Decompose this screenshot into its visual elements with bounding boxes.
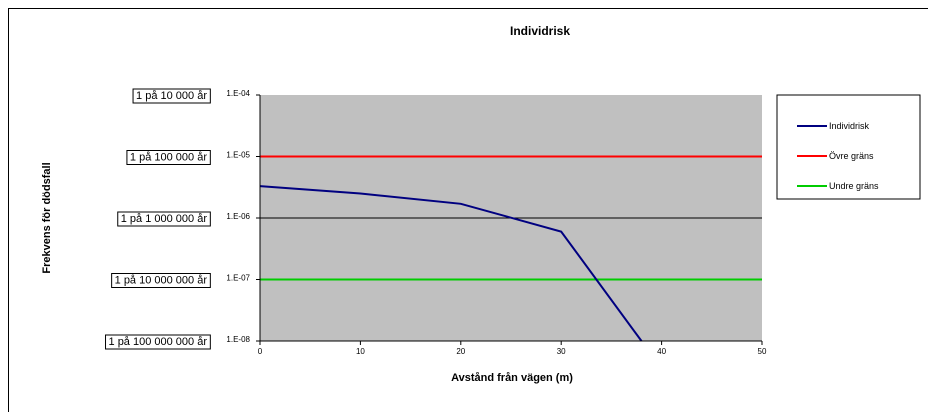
- legend-box: [776, 94, 921, 200]
- y-tick-label: 1.E-05: [226, 151, 250, 160]
- frequency-label-box: [132, 88, 211, 104]
- x-tick-label: 30: [557, 347, 566, 356]
- x-tick-label: 50: [758, 347, 767, 356]
- legend: Individrisk Övre gräns Undre gräns: [776, 94, 921, 200]
- y-tick-label: 1.E-08: [226, 335, 250, 344]
- y-tick-label: 1.E-07: [226, 274, 250, 283]
- frequency-label: 1 på 1 000 000 år: [121, 213, 208, 225]
- frequency-label: 1 på 100 000 000 år: [109, 336, 208, 348]
- frequency-label: 1 på 100 000 år: [130, 152, 207, 164]
- chart-title: Individrisk: [510, 24, 570, 38]
- x-tick-label: 20: [456, 347, 465, 356]
- series-line-0: [259, 185, 643, 342]
- legend-label-2: Undre gräns: [829, 181, 879, 191]
- chart-frame: [8, 8, 928, 412]
- frequency-label-box: [105, 334, 211, 350]
- plot-area: 0 10 20 30 40 50 1.E-04 1.E-05 1.E-06 1.E-07 1.E-0…: [226, 89, 767, 356]
- frequency-label-box: [111, 273, 211, 288]
- x-tick-label: 40: [657, 347, 666, 356]
- legend-label-1: Övre gräns: [829, 151, 874, 161]
- x-axis-label: Avstånd från vägen (m): [451, 372, 573, 384]
- y-axis-label: Frekvens för dödsfall: [41, 162, 53, 273]
- frequency-label: 1 på 10 000 år: [136, 90, 207, 102]
- frequency-label-box: [117, 211, 211, 227]
- legend-label-0: Individrisk: [829, 121, 870, 131]
- frequency-label: 1 på 10 000 000 år: [115, 275, 208, 287]
- frequency-label-box: [126, 150, 211, 165]
- y-tick-label: 1.E-04: [226, 89, 250, 98]
- y-tick-label: 1.E-06: [226, 212, 250, 221]
- x-tick-label: 0: [258, 347, 263, 356]
- x-tick-label: 10: [356, 347, 365, 356]
- frequency-labels: 1 på 10 000 år 1 på 100 000 år 1 på 1 000 …: [105, 88, 211, 350]
